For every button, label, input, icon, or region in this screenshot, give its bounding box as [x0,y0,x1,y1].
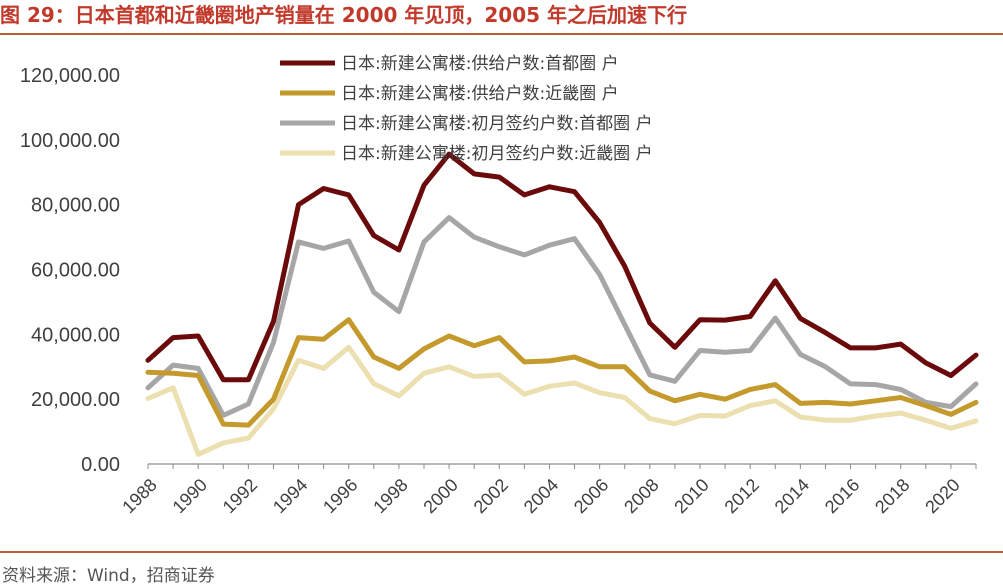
x-tick-label: 1988 [118,475,160,517]
y-tick-label: 20,000.00 [31,389,120,411]
series-layer [145,151,979,457]
x-tick-label: 2008 [620,475,662,517]
line-chart: 0.00 20,000.00 40,000.00 60,000.00 80,000.00… [20,54,979,517]
x-tick-label: 1994 [269,475,311,517]
figure-title: 图 29：日本首都和近畿圈地产销量在 2000 年见顶，2005 年之后加速下行 [0,3,688,27]
x-tick-label: 2010 [670,475,712,517]
series-line-3 [145,215,979,418]
y-tick-label: 60,000.00 [31,260,120,282]
legend-label-1: 日本:新建公寓楼:供给户数:首都圈 户 [341,54,619,74]
x-tick-label: 2004 [520,475,562,517]
series-line-1 [145,151,979,383]
footer-divider [0,551,1003,553]
x-tick-label: 2016 [821,475,863,517]
y-tick-label: 80,000.00 [31,195,120,217]
series-line-4 [145,344,979,457]
x-tick-label: 2000 [419,475,461,517]
legend-label-3: 日本:新建公寓楼:初月签约户数:首都圈 户 [341,114,653,134]
legend-label-2: 日本:新建公寓楼:供给户数:近畿圈 户 [341,84,619,104]
x-tick-label: 2020 [921,475,963,517]
title-divider [0,33,1003,35]
y-tick-label: 40,000.00 [31,324,120,346]
y-tick-label: 100,000.00 [20,130,120,152]
x-tick-label: 2002 [470,475,512,517]
x-tick-label: 1996 [319,475,361,517]
legend: 日本:新建公寓楼:供给户数:首都圈 户日本:新建公寓楼:供给户数:近畿圈 户日本… [280,54,653,164]
y-axis: 0.00 20,000.00 40,000.00 60,000.00 80,000.00… [20,65,120,476]
y-tick-label: 120,000.00 [20,65,120,87]
legend-label-4: 日本:新建公寓楼:初月签约户数:近畿圈 户 [341,144,653,164]
x-tick-label: 2014 [771,475,813,517]
x-tick-label: 1990 [169,475,211,517]
series-line-2 [145,317,979,428]
x-tick-label: 1998 [369,475,411,517]
x-tick-label: 2018 [871,475,913,517]
x-axis: 1988 1990 1992 1994 1996 1998 2000 2002 2004 2006… [118,463,977,517]
y-tick-label: 0.00 [81,454,120,476]
x-tick-label: 1992 [219,475,261,517]
x-tick-label: 2012 [721,475,763,517]
source-note: 资料来源：Wind，招商证券 [2,566,215,586]
x-tick-label: 2006 [570,475,612,517]
